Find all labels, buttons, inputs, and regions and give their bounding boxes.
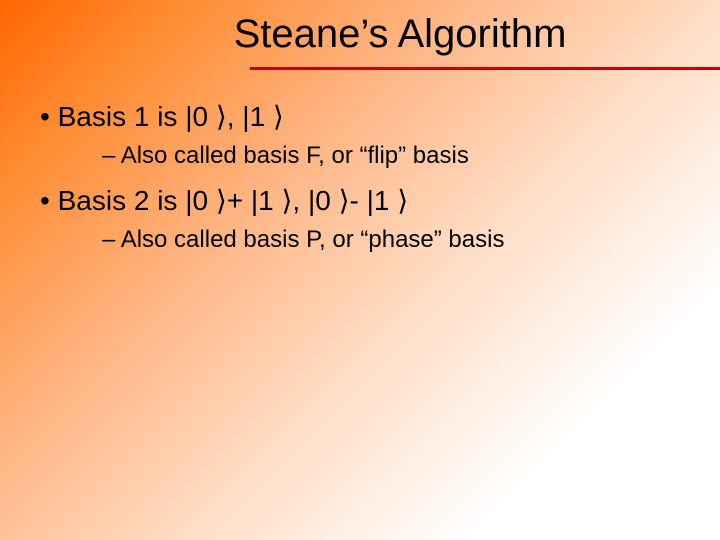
bullet-text: Basis 1 is |0 ⟩, |1 ⟩ bbox=[58, 101, 284, 132]
slide-title: Steane’s Algorithm bbox=[120, 0, 680, 65]
bullet-list: Basis 1 is |0 ⟩, |1 ⟩ Also called basis … bbox=[40, 98, 680, 256]
slide: Steane’s Algorithm Basis 1 is |0 ⟩, |1 ⟩… bbox=[0, 0, 720, 540]
bullet-item: Basis 2 is |0 ⟩+ |1 ⟩, |0 ⟩- |1 ⟩ Also c… bbox=[40, 182, 680, 256]
sub-bullet-text: Also called basis P, or “phase” basis bbox=[121, 226, 505, 253]
sub-bullet-item: Also called basis P, or “phase” basis bbox=[102, 224, 680, 256]
sub-bullet-text: Also called basis F, or “flip” basis bbox=[121, 142, 469, 169]
slide-content: Basis 1 is |0 ⟩, |1 ⟩ Also called basis … bbox=[0, 70, 720, 256]
bullet-item: Basis 1 is |0 ⟩, |1 ⟩ Also called basis … bbox=[40, 98, 680, 172]
sub-bullet-list: Also called basis P, or “phase” basis bbox=[68, 224, 680, 256]
bullet-text: Basis 2 is |0 ⟩+ |1 ⟩, |0 ⟩- |1 ⟩ bbox=[58, 185, 409, 216]
sub-bullet-list: Also called basis F, or “flip” basis bbox=[68, 140, 680, 172]
sub-bullet-item: Also called basis F, or “flip” basis bbox=[102, 140, 680, 172]
